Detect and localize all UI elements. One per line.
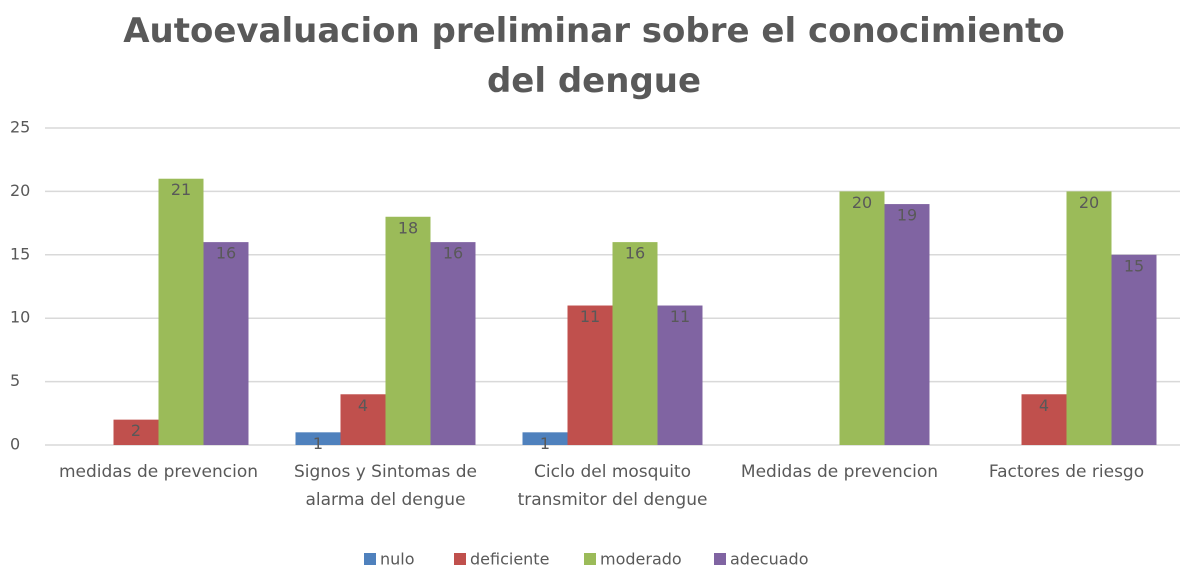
data-label: 20 bbox=[852, 193, 872, 212]
data-label: 18 bbox=[398, 218, 418, 237]
x-tick-label: Signos y Sintomas de alarma del dengue bbox=[293, 462, 478, 510]
legend-label: moderado bbox=[600, 550, 682, 569]
legend-swatch bbox=[364, 553, 376, 565]
y-tick-label: 25 bbox=[10, 118, 30, 137]
data-label: 1 bbox=[540, 434, 550, 453]
bar bbox=[1066, 191, 1112, 445]
bar bbox=[1021, 394, 1067, 445]
data-label: 16 bbox=[443, 244, 463, 263]
chart-title: Autoevaluacion preliminar sobre el conoc… bbox=[123, 11, 1065, 101]
legend-label: deficiente bbox=[470, 550, 549, 569]
bar bbox=[567, 305, 613, 445]
data-label: 1 bbox=[313, 434, 323, 453]
legend-swatch bbox=[584, 553, 596, 565]
bar bbox=[340, 394, 386, 445]
bar bbox=[522, 432, 568, 445]
bar bbox=[839, 191, 885, 445]
bar bbox=[657, 305, 703, 445]
bar bbox=[295, 432, 341, 445]
y-tick-label: 0 bbox=[10, 435, 20, 454]
bar bbox=[430, 242, 476, 445]
data-label: 21 bbox=[171, 180, 191, 199]
x-tick-label: Ciclo del mosquito transmitor del dengue bbox=[517, 462, 708, 510]
bar bbox=[612, 242, 658, 445]
bar bbox=[113, 419, 159, 445]
x-tick-label: Medidas de prevencion bbox=[740, 462, 939, 482]
data-label: 11 bbox=[670, 307, 690, 326]
legend-label: adecuado bbox=[730, 550, 809, 569]
data-label: 15 bbox=[1124, 256, 1144, 275]
data-label: 19 bbox=[897, 206, 917, 225]
legend-swatch bbox=[714, 553, 726, 565]
bar bbox=[1111, 254, 1157, 445]
y-tick-label: 15 bbox=[10, 244, 30, 263]
bar bbox=[884, 204, 930, 445]
data-label: 16 bbox=[216, 244, 236, 263]
legend-swatch bbox=[454, 553, 466, 565]
x-tick-label: medidas de prevencion bbox=[58, 462, 259, 482]
data-label: 4 bbox=[358, 396, 368, 415]
y-tick-label: 5 bbox=[10, 371, 20, 390]
bar bbox=[385, 216, 431, 445]
bar bbox=[203, 242, 249, 445]
x-tick-label: Factores de riesgo bbox=[988, 462, 1145, 482]
y-tick-label: 20 bbox=[10, 181, 30, 200]
legend-label: nulo bbox=[380, 550, 415, 569]
data-label: 2 bbox=[131, 421, 141, 440]
data-label: 20 bbox=[1079, 193, 1099, 212]
data-label: 11 bbox=[580, 307, 600, 326]
bar bbox=[158, 178, 204, 445]
data-label: 16 bbox=[625, 244, 645, 263]
y-tick-label: 10 bbox=[10, 308, 30, 327]
data-label: 4 bbox=[1039, 396, 1049, 415]
